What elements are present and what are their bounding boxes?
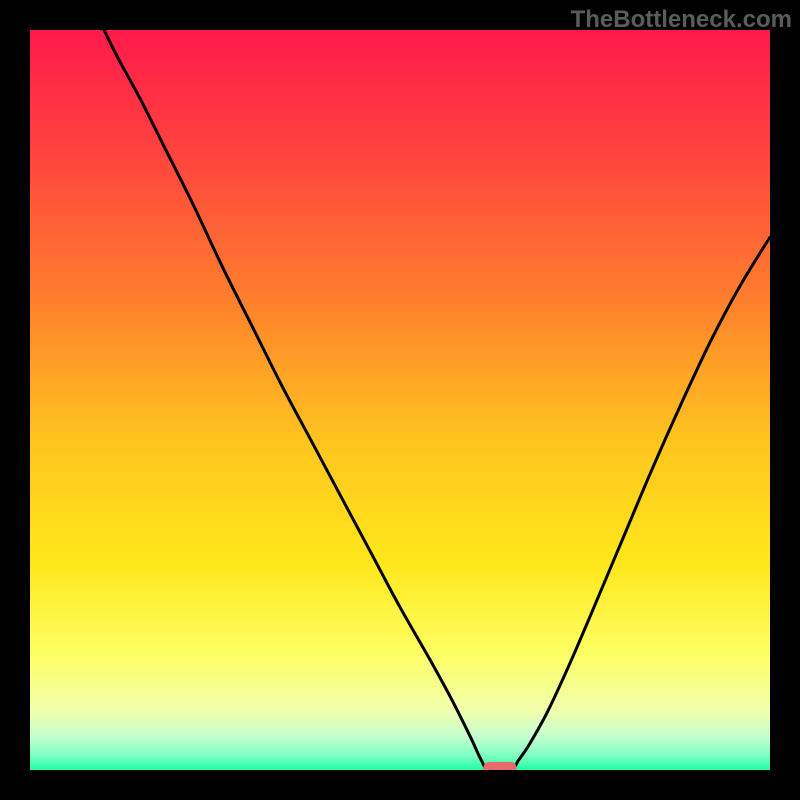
bottleneck-curve-chart xyxy=(0,0,800,800)
watermark-text: TheBottleneck.com xyxy=(571,6,792,34)
chart-container: TheBottleneck.com xyxy=(0,0,800,800)
plot-background xyxy=(30,30,770,770)
